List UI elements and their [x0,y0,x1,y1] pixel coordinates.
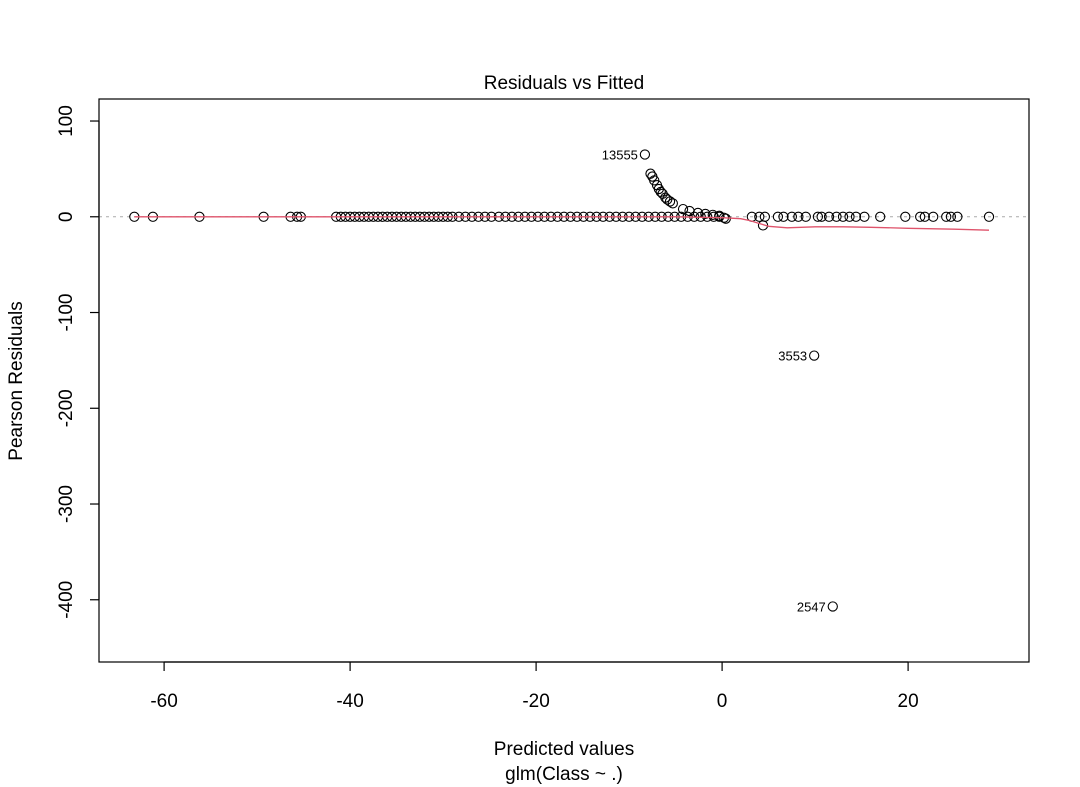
data-point [812,211,824,222]
data-point [827,601,838,612]
data-point [952,211,963,222]
data-point [667,198,678,209]
data-point [823,211,835,222]
data-point [684,205,695,217]
y-tick-label: -300 [56,485,77,523]
x-tick-label: 0 [717,691,728,712]
data-point [662,194,673,205]
data-point [831,211,842,222]
data-point [941,211,952,222]
data-point [664,196,676,207]
data-point [714,210,725,221]
y-axis: 100 0 -100 -200 -300 -400 [56,105,100,619]
data-point [837,211,849,222]
x-axis-label: Predicted values [494,739,634,760]
data-point [875,211,886,222]
x-tick-label: -20 [522,691,549,712]
y-tick-label: 100 [56,105,77,137]
y-axis-label: Pearson Residuals [6,301,27,460]
data-point [850,211,862,222]
data-point [983,211,995,222]
data-point [900,211,911,222]
x-tick-label: 20 [898,691,919,712]
chart-title: Residuals vs Fitted [484,73,645,94]
y-tick-label: -400 [56,581,77,619]
data-point [859,211,870,222]
data-point [707,209,718,221]
plot-area-border [98,98,1030,663]
data-point [639,149,651,160]
x-axis-sublabel: glm(Class ~ .) [505,764,623,785]
point-label: 2547 [797,599,826,614]
data-point [816,211,827,222]
point-label: 3553 [778,349,807,364]
data-point [915,211,926,222]
data-point [928,211,939,222]
data-point [786,211,797,222]
data-point [759,211,771,222]
data-point [945,211,957,222]
data-point [754,211,765,222]
data-point [677,203,689,215]
data-point [793,211,804,222]
data-point [844,211,855,222]
data-point [772,211,784,222]
smooth-trend-line [134,216,990,231]
data-point [800,211,811,222]
y-tick-label: 0 [56,211,77,222]
x-axis: -60 -40 -20 0 20 [150,661,919,712]
y-tick-label: -200 [56,389,77,427]
x-tick-label: -40 [336,691,363,712]
x-tick-label: -60 [150,691,177,712]
data-point [809,350,820,361]
data-point [778,211,789,222]
data-point [919,211,930,222]
data-point [700,208,711,220]
point-label: 13555 [602,148,638,163]
y-tick-label: -100 [56,294,77,332]
